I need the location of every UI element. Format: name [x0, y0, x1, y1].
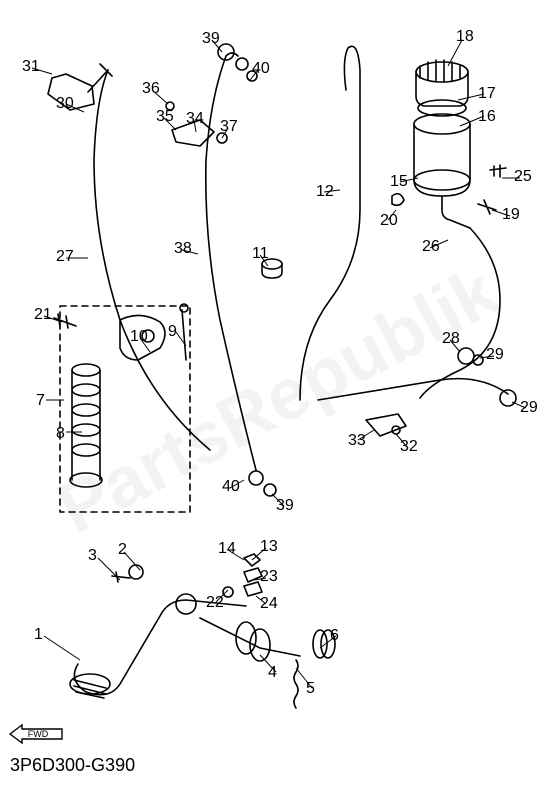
- callout-40: 40: [252, 60, 270, 78]
- parts-diagram: [0, 0, 556, 800]
- callout-29: 29: [486, 346, 504, 364]
- callout-36: 36: [142, 80, 160, 98]
- callout-16: 16: [478, 108, 496, 126]
- part-code: 3P6D300-G390: [10, 755, 135, 776]
- callout-32: 32: [400, 438, 418, 456]
- callout-8: 8: [56, 425, 65, 443]
- callout-15: 15: [390, 173, 408, 191]
- callout-10: 10: [130, 328, 148, 346]
- callout-2: 2: [118, 541, 127, 559]
- callout-22: 22: [206, 594, 224, 612]
- callout-38: 38: [174, 240, 192, 258]
- callout-20: 20: [380, 212, 398, 230]
- callout-29b: 29: [520, 399, 538, 417]
- callout-3: 3: [88, 547, 97, 565]
- callout-33: 33: [348, 432, 366, 450]
- callout-35: 35: [156, 108, 174, 126]
- callout-18: 18: [456, 28, 474, 46]
- callout-27: 27: [56, 248, 74, 266]
- callout-25: 25: [514, 168, 532, 186]
- callout-12: 12: [316, 183, 334, 201]
- callout-24: 24: [260, 595, 278, 613]
- callout-13: 13: [260, 538, 278, 556]
- callout-34: 34: [186, 110, 204, 128]
- callout-39b: 39: [276, 497, 294, 515]
- callout-37: 37: [220, 118, 238, 136]
- callout-11: 11: [252, 245, 269, 263]
- callout-23: 23: [260, 568, 278, 586]
- callout-26: 26: [422, 238, 440, 256]
- callout-4: 4: [268, 664, 277, 682]
- diagram-page: PartsRepublik: [0, 0, 556, 800]
- callout-6: 6: [330, 627, 339, 645]
- fwd-label: FWD: [28, 729, 49, 739]
- callout-19: 19: [502, 206, 520, 224]
- callout-30: 30: [56, 95, 74, 113]
- callout-28: 28: [442, 330, 460, 348]
- callout-9: 9: [168, 323, 177, 341]
- callout-21: 21: [34, 306, 52, 324]
- callout-40b: 40: [222, 478, 240, 496]
- callout-31: 31: [22, 58, 40, 76]
- callout-39: 39: [202, 30, 220, 48]
- callout-14: 14: [218, 540, 236, 558]
- callout-7: 7: [36, 392, 45, 410]
- callout-1: 1: [34, 626, 43, 644]
- fwd-badge: FWD: [8, 723, 64, 750]
- callout-17: 17: [478, 85, 496, 103]
- callout-5: 5: [306, 680, 315, 698]
